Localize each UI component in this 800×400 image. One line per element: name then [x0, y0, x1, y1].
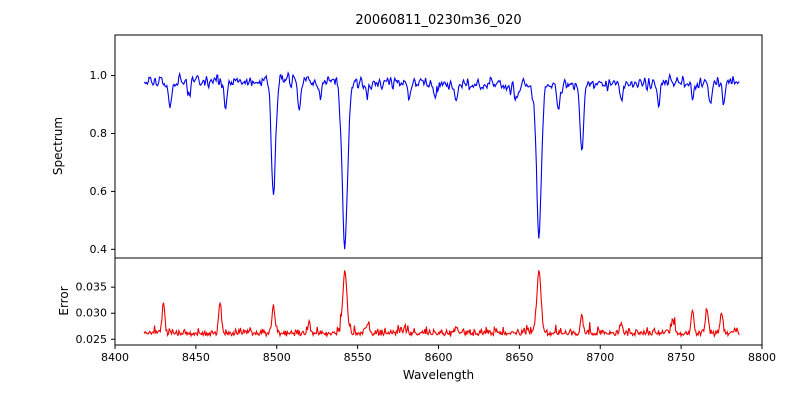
spectrum-y-tick-label: 0.4: [90, 243, 108, 256]
spectrum-line: [143, 70, 740, 250]
x-tick-label: 8750: [667, 351, 695, 364]
spectrum-panel-border: [114, 34, 763, 259]
x-tick-label: 8700: [586, 351, 614, 364]
chart-title: 20060811_0230m36_020: [355, 13, 522, 28]
error-y-tick-label: 0.025: [76, 333, 108, 346]
x-tick-label: 8550: [344, 351, 372, 364]
spectrum-y-tick-label: 1.0: [90, 69, 108, 82]
error-y-tick-label: 0.030: [76, 307, 108, 320]
x-tick-label: 8500: [263, 351, 291, 364]
error-panel-border: [114, 257, 763, 346]
spectrum-y-tick-label: 0.8: [90, 127, 108, 140]
x-axis-label: Wavelength: [402, 368, 475, 382]
spectrum-y-tick-label: 0.6: [90, 185, 108, 198]
x-tick-label: 8800: [748, 351, 776, 364]
x-tick-label: 8600: [425, 351, 453, 364]
error-y-tick-label: 0.035: [76, 281, 108, 294]
x-tick-label: 8400: [101, 351, 129, 364]
x-tick-label: 8450: [182, 351, 210, 364]
error-line: [143, 270, 740, 339]
x-tick-label: 8650: [505, 351, 533, 364]
